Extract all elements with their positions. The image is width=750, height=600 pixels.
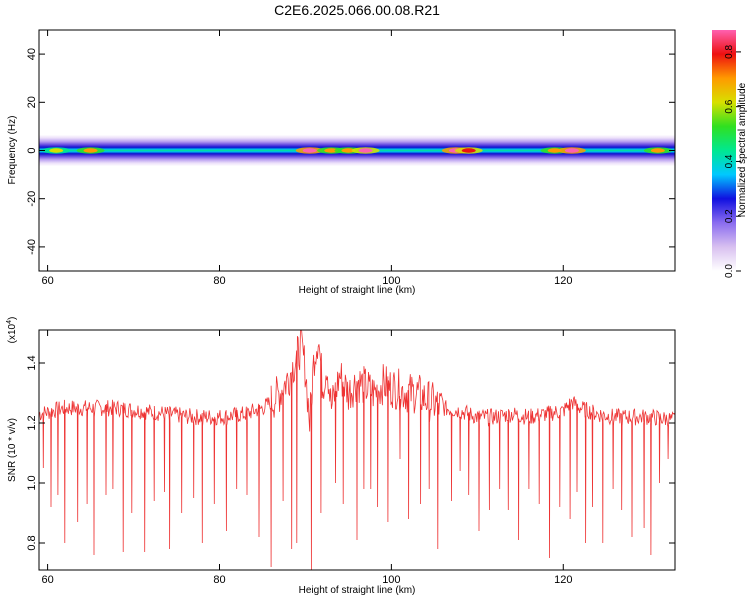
y-tick-label: -20 <box>26 191 38 207</box>
spectrogram-hot-spot-core <box>547 148 562 153</box>
spectrogram-hot-spot-core <box>358 148 373 153</box>
colorbar-tick-label: 0.2 <box>724 209 735 223</box>
colorbar-tick-label: 0.0 <box>724 264 735 278</box>
spectrogram-x-axis-label: Height of straight line (km) <box>299 285 416 296</box>
spectrogram-y-axis-label: Frequency (Hz) <box>7 116 18 185</box>
spectrogram-panel: 60 80 100 120 -40 -20 0 20 40 Height of straight… <box>7 29 676 296</box>
y-tick-label: 1.0 <box>26 475 38 490</box>
colorbar-tick-label: 0.8 <box>724 45 735 59</box>
snr-scale-factor: (x104) <box>6 317 18 344</box>
snr-plot-area <box>39 330 675 570</box>
x-tick-label: 120 <box>554 574 572 586</box>
x-tick-label: 80 <box>213 275 225 287</box>
spectrogram-hot-spot-core <box>324 148 339 153</box>
snr-scale-exponent: 4 <box>6 320 13 324</box>
snr-scale-base: (x10 <box>7 323 18 343</box>
spectrogram-hot-spot-core <box>341 148 356 153</box>
y-tick-label: 0 <box>26 147 38 153</box>
spectrogram-axes: 60 80 100 120 -40 -20 0 20 40 <box>26 30 675 287</box>
x-tick-label: 60 <box>41 275 53 287</box>
snr-axes: 60 80 100 120 0.8 1.0 1.2 1.4 <box>26 330 675 586</box>
snr-panel: 60 80 100 120 0.8 1.0 1.2 1.4 Height of straigh… <box>6 317 676 596</box>
y-tick-label: -40 <box>26 239 38 255</box>
x-tick-label: 60 <box>41 574 53 586</box>
y-tick-label: 40 <box>26 48 38 60</box>
x-tick-label: 80 <box>213 574 225 586</box>
spectrogram-hot-spot-core <box>49 148 64 153</box>
snr-y-axis-label: SNR (10 * v/v) <box>7 418 18 482</box>
spectrogram-plot-area <box>39 134 675 167</box>
colorbar-label: Normalized spectral amplitude <box>737 82 748 217</box>
x-tick-label: 120 <box>554 275 572 287</box>
x-tick-label: 100 <box>382 574 400 586</box>
y-tick-label: 20 <box>26 96 38 108</box>
colorbar-tick-label: 0.6 <box>724 99 735 113</box>
snr-series-line <box>39 330 675 570</box>
colorbar-scale <box>712 30 736 271</box>
spectrogram-hot-spot-core <box>461 148 476 153</box>
y-tick-label: 1.2 <box>26 415 38 430</box>
y-tick-label: 0.8 <box>26 535 38 550</box>
snr-frame <box>38 329 676 571</box>
x-tick-label: 100 <box>382 275 400 287</box>
snr-x-axis-label: Height of straight line (km) <box>299 585 416 596</box>
spectrogram-hot-spot-core <box>83 148 98 153</box>
colorbar: 0.0 0.2 0.4 0.6 0.8 Normalized spectral ampl… <box>712 30 748 278</box>
y-tick-label: 1.4 <box>26 355 38 370</box>
spectrogram-hot-spot-core <box>302 148 317 153</box>
spectrogram-hot-spot-core <box>650 148 665 153</box>
spectrogram-hot-spot-core <box>564 148 579 153</box>
chart-title: C2E6.2025.066.00.08.R21 <box>274 2 440 18</box>
colorbar-ticks: 0.0 0.2 0.4 0.6 0.8 <box>724 45 741 278</box>
colorbar-tick-label: 0.4 <box>724 154 735 168</box>
